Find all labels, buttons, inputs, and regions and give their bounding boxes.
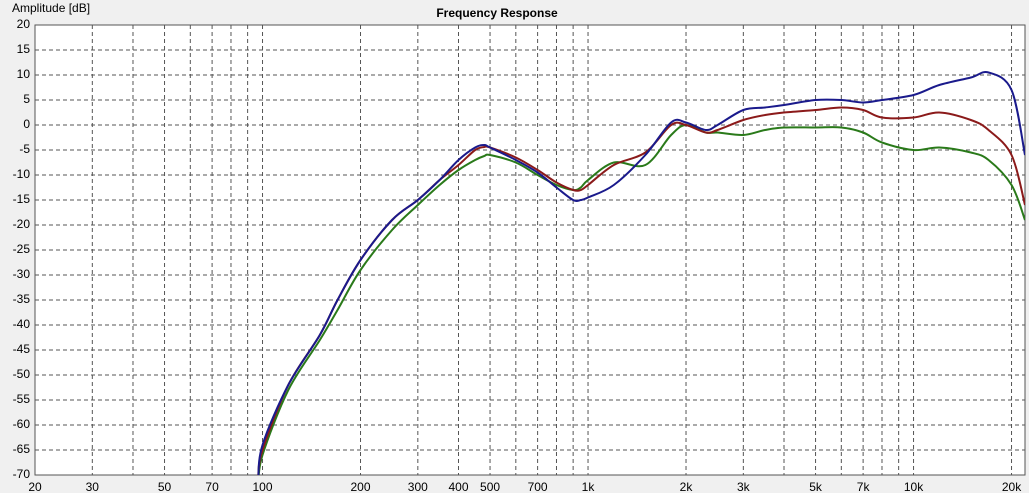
y-tick-label: 20 <box>17 17 31 31</box>
y-tick-label: -5 <box>19 142 30 156</box>
x-tick-label: 3k <box>737 480 751 493</box>
x-tick-label: 700 <box>528 480 548 493</box>
x-tick-label: 70 <box>205 480 219 493</box>
series-line <box>257 124 1025 475</box>
y-tick-label: 5 <box>23 92 30 106</box>
x-tick-label: 30 <box>86 480 100 493</box>
x-tick-label: 500 <box>480 480 500 493</box>
y-tick-label: -15 <box>13 192 31 206</box>
x-tick-label: 2k <box>680 480 694 493</box>
y-tick-label: 0 <box>23 117 30 131</box>
labels: 20151050-5-10-15-20-25-30-35-40-45-50-55… <box>13 17 1023 493</box>
x-tick-label: 10k <box>904 480 924 493</box>
y-tick-label: -20 <box>13 217 31 231</box>
x-tick-label: 50 <box>158 480 172 493</box>
series-line <box>257 71 1025 475</box>
y-tick-label: -25 <box>13 242 31 256</box>
x-tick-label: 200 <box>350 480 370 493</box>
x-tick-label: 7k <box>857 480 871 493</box>
y-tick-label: -65 <box>13 442 31 456</box>
y-tick-label: -10 <box>13 167 31 181</box>
x-tick-label: 20k <box>1002 480 1022 493</box>
y-tick-label: -70 <box>13 467 31 481</box>
y-tick-label: -35 <box>13 292 31 306</box>
x-tick-label: 400 <box>448 480 468 493</box>
y-tick-label: -40 <box>13 317 31 331</box>
y-axis-label: Amplitude [dB] <box>12 1 90 15</box>
y-tick-label: -60 <box>13 417 31 431</box>
y-tick-label: 10 <box>17 67 31 81</box>
series-group <box>257 71 1025 475</box>
y-tick-label: -30 <box>13 267 31 281</box>
x-tick-label: 1k <box>582 480 596 493</box>
x-tick-label: 300 <box>408 480 428 493</box>
y-tick-label: -55 <box>13 392 31 406</box>
y-tick-label: -50 <box>13 367 31 381</box>
x-tick-label: 5k <box>809 480 823 493</box>
y-tick-label: -45 <box>13 342 31 356</box>
x-tick-label: 20 <box>28 480 42 493</box>
grid <box>34 24 1025 476</box>
x-tick-label: 100 <box>253 480 273 493</box>
y-tick-label: 15 <box>17 42 31 56</box>
chart-title: Frequency Response <box>436 6 558 20</box>
